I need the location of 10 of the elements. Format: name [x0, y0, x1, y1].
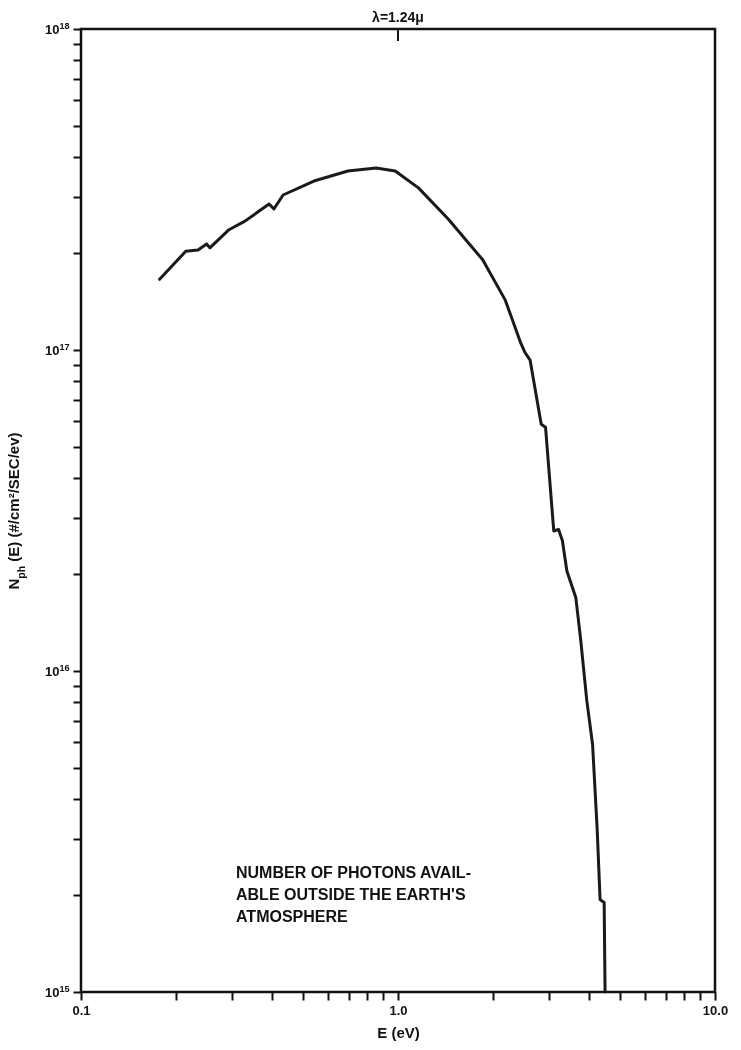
- annotation: NUMBER OF PHOTONS AVAIL- ABLE OUTSIDE THE EARTH'S ATMOSPHERE: [236, 864, 471, 925]
- x-axis-title: E (eV): [377, 1023, 420, 1041]
- x-tick-label: 10.0: [702, 1002, 729, 1018]
- y-tick-label: 10$^{18}$: [44, 20, 70, 37]
- y-tick-label: 10$^{15}$: [44, 983, 70, 1000]
- x-tick-label: 0.1: [72, 1002, 91, 1018]
- y-tick-label: 10$^{17}$: [44, 341, 70, 358]
- y-tick-label: 10$^{16}$: [44, 662, 70, 679]
- x-tick-label: 1.0: [389, 1002, 408, 1018]
- annotation: λ=1.24μ: [372, 9, 424, 25]
